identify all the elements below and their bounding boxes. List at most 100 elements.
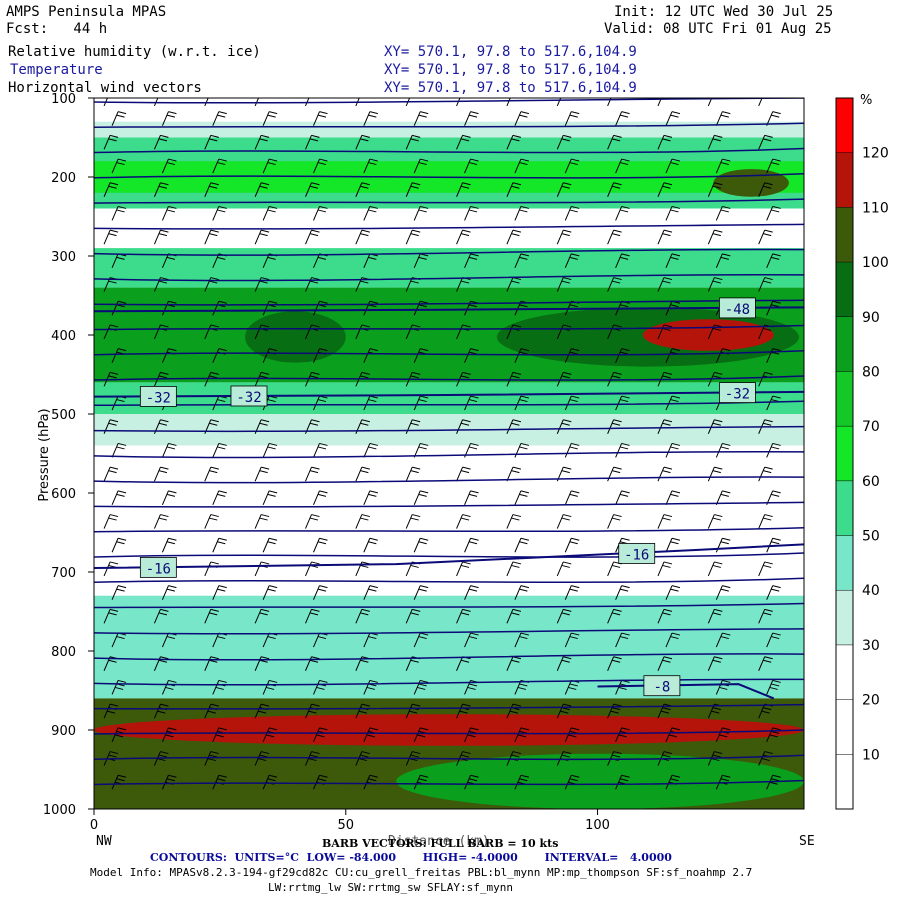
wind-barb (355, 98, 360, 107)
wind-barb (707, 277, 723, 292)
rh-band-9 (94, 595, 804, 699)
wind-barb (607, 229, 622, 245)
wind-barb (657, 703, 673, 719)
wind-barb (715, 585, 731, 600)
wind-barb (405, 134, 421, 150)
wind-barb (556, 229, 572, 245)
wind-barb (758, 182, 773, 197)
wind-barb (564, 442, 580, 458)
wind-barb (665, 442, 681, 458)
wind-barb (456, 466, 471, 482)
wind-barb (254, 134, 270, 150)
isotherm-line (94, 602, 804, 609)
wind-barb (758, 466, 773, 482)
wind-barb (355, 514, 370, 529)
wind-barb (564, 537, 580, 553)
wind-barb (514, 442, 530, 458)
wind-barb (363, 395, 378, 411)
wind-barb (204, 134, 219, 150)
wind-barb (204, 182, 219, 197)
isotherm-label: -8 (653, 680, 670, 696)
wind-barb (212, 774, 227, 790)
wind-barb (363, 205, 378, 221)
wind-barb (615, 774, 630, 790)
wind-barb (514, 111, 530, 126)
wind-barb (313, 774, 328, 790)
wind-barb (564, 348, 580, 363)
wind-barb (313, 537, 328, 553)
wind-barb (103, 514, 119, 529)
y-axis-title: Pressure (hPa) (37, 408, 52, 501)
wind-barb (161, 205, 177, 221)
wind-barb (456, 561, 471, 577)
wind-barb (556, 751, 572, 766)
wind-barb (305, 608, 320, 624)
plot-frame (93, 97, 805, 810)
contour-info: CONTOURS: UNITS=°C LOW= -84.000 HIGH= -4… (150, 851, 672, 864)
wind-barb (153, 182, 169, 197)
wind-barb (161, 442, 177, 458)
colorbar-label: 120 (862, 146, 889, 162)
wind-barb (111, 158, 127, 174)
colorbar-label: 70 (862, 419, 880, 435)
axes: 100 200 300 400 500 600 700 800 900 1000 0 50 100 (43, 92, 610, 833)
wind-barb (615, 442, 630, 458)
wind-barb (607, 514, 622, 529)
isotherm-line (94, 703, 804, 710)
wind-barb (254, 466, 270, 482)
wind-barb (514, 490, 530, 506)
wind-barb (766, 632, 781, 648)
wind-barb (665, 111, 681, 126)
wind-barb (204, 229, 219, 245)
wind-barb (305, 182, 320, 197)
rh-band-8 (94, 445, 804, 596)
isotherm-line (94, 779, 804, 786)
wind-barb (665, 727, 681, 743)
wind-barb (161, 585, 177, 600)
wind-barb (464, 727, 479, 743)
wind-barb (715, 679, 731, 695)
wind-barb (363, 774, 378, 790)
wind-barb (607, 656, 622, 671)
section-end-label: SE (799, 834, 815, 849)
wind-barb (707, 608, 723, 624)
wind-barb (607, 277, 622, 292)
field-rh: Relative humidity (w.r.t. ice) (8, 44, 261, 60)
wind-barb (153, 134, 169, 150)
isotherm-line (94, 729, 804, 735)
wind-barb (161, 111, 177, 126)
x-tick-label: 100 (585, 818, 610, 833)
wind-barb (556, 514, 572, 529)
wind-barb (254, 703, 270, 719)
wind-barb (405, 419, 421, 434)
wind-barb (262, 111, 278, 126)
wind-barbs (103, 98, 781, 790)
wind-barb (456, 182, 471, 197)
wind-barb (355, 134, 370, 150)
x-axis-title: Distance (km) (388, 834, 490, 849)
model-info: Model Info: MPASv8.2.3-194-gf29cd82c CU:… (90, 866, 753, 879)
wind-barb (506, 703, 522, 719)
wind-barb (615, 111, 630, 126)
wind-barb (615, 158, 630, 174)
y-tick-label: 800 (51, 645, 76, 660)
isotherm-line (94, 552, 804, 558)
wind-barb (204, 466, 219, 482)
y-tick-label: 900 (51, 724, 76, 739)
wind-barb (262, 679, 278, 695)
wind-barb (212, 490, 227, 506)
wind-barb (313, 111, 328, 126)
isotherm-line (94, 375, 804, 381)
wind-barb (103, 182, 119, 197)
wind-barb (556, 561, 572, 577)
wind-barb (262, 205, 278, 221)
wind-barb (161, 727, 177, 743)
temperature-contours: -48 -32 -32 -32 -16 -16 -8 (94, 98, 804, 786)
rh-patch-2 (642, 319, 774, 351)
wind-barb (161, 158, 177, 174)
field-temperature: Temperature (10, 62, 103, 78)
wind-barb (564, 205, 580, 221)
wind-barb (305, 514, 320, 529)
wind-barb (405, 608, 421, 624)
